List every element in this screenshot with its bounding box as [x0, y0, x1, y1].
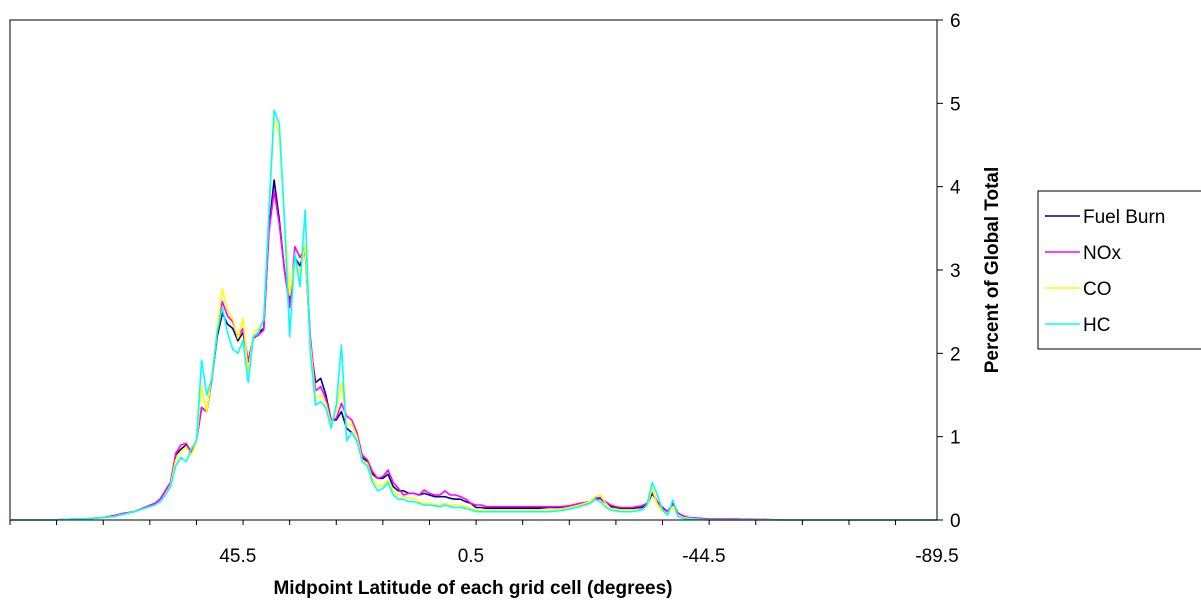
y-tick-label: 0 — [950, 511, 961, 532]
y-tick-label: 6 — [950, 11, 961, 32]
legend: Fuel Burn NOx CO HC — [1037, 190, 1201, 350]
series-line-hc — [10, 109, 937, 521]
legend-label-hc: HC — [1083, 315, 1110, 336]
series-line-nox — [10, 190, 937, 521]
x-tick-label: -89.5 — [915, 546, 958, 567]
y-tick-label: 5 — [950, 94, 961, 115]
legend-label-fuel-burn: Fuel Burn — [1083, 207, 1165, 228]
legend-label-co: CO — [1083, 279, 1112, 300]
series-layer — [10, 109, 937, 521]
series-line-co — [10, 117, 937, 521]
y-axis-title: Percent of Global Total — [982, 167, 1003, 374]
x-tick-label: -44.5 — [682, 546, 725, 567]
x-axis-title: Midpoint Latitude of each grid cell (deg… — [273, 578, 672, 599]
axis-layer: 0 1 2 3 4 5 6 45.5 0.5 -44.5 -89.5 — [9, 11, 961, 567]
plot-area — [9, 19, 938, 521]
y-tick-label: 1 — [950, 428, 961, 449]
y-tick-label: 4 — [950, 178, 961, 199]
x-tick-label: 0.5 — [458, 546, 484, 567]
y-tick-label: 2 — [950, 344, 961, 365]
y-tick-label: 3 — [950, 261, 961, 282]
legend-box — [1037, 190, 1201, 350]
x-tick-label: 45.5 — [219, 546, 256, 567]
legend-label-nox: NOx — [1083, 243, 1122, 264]
